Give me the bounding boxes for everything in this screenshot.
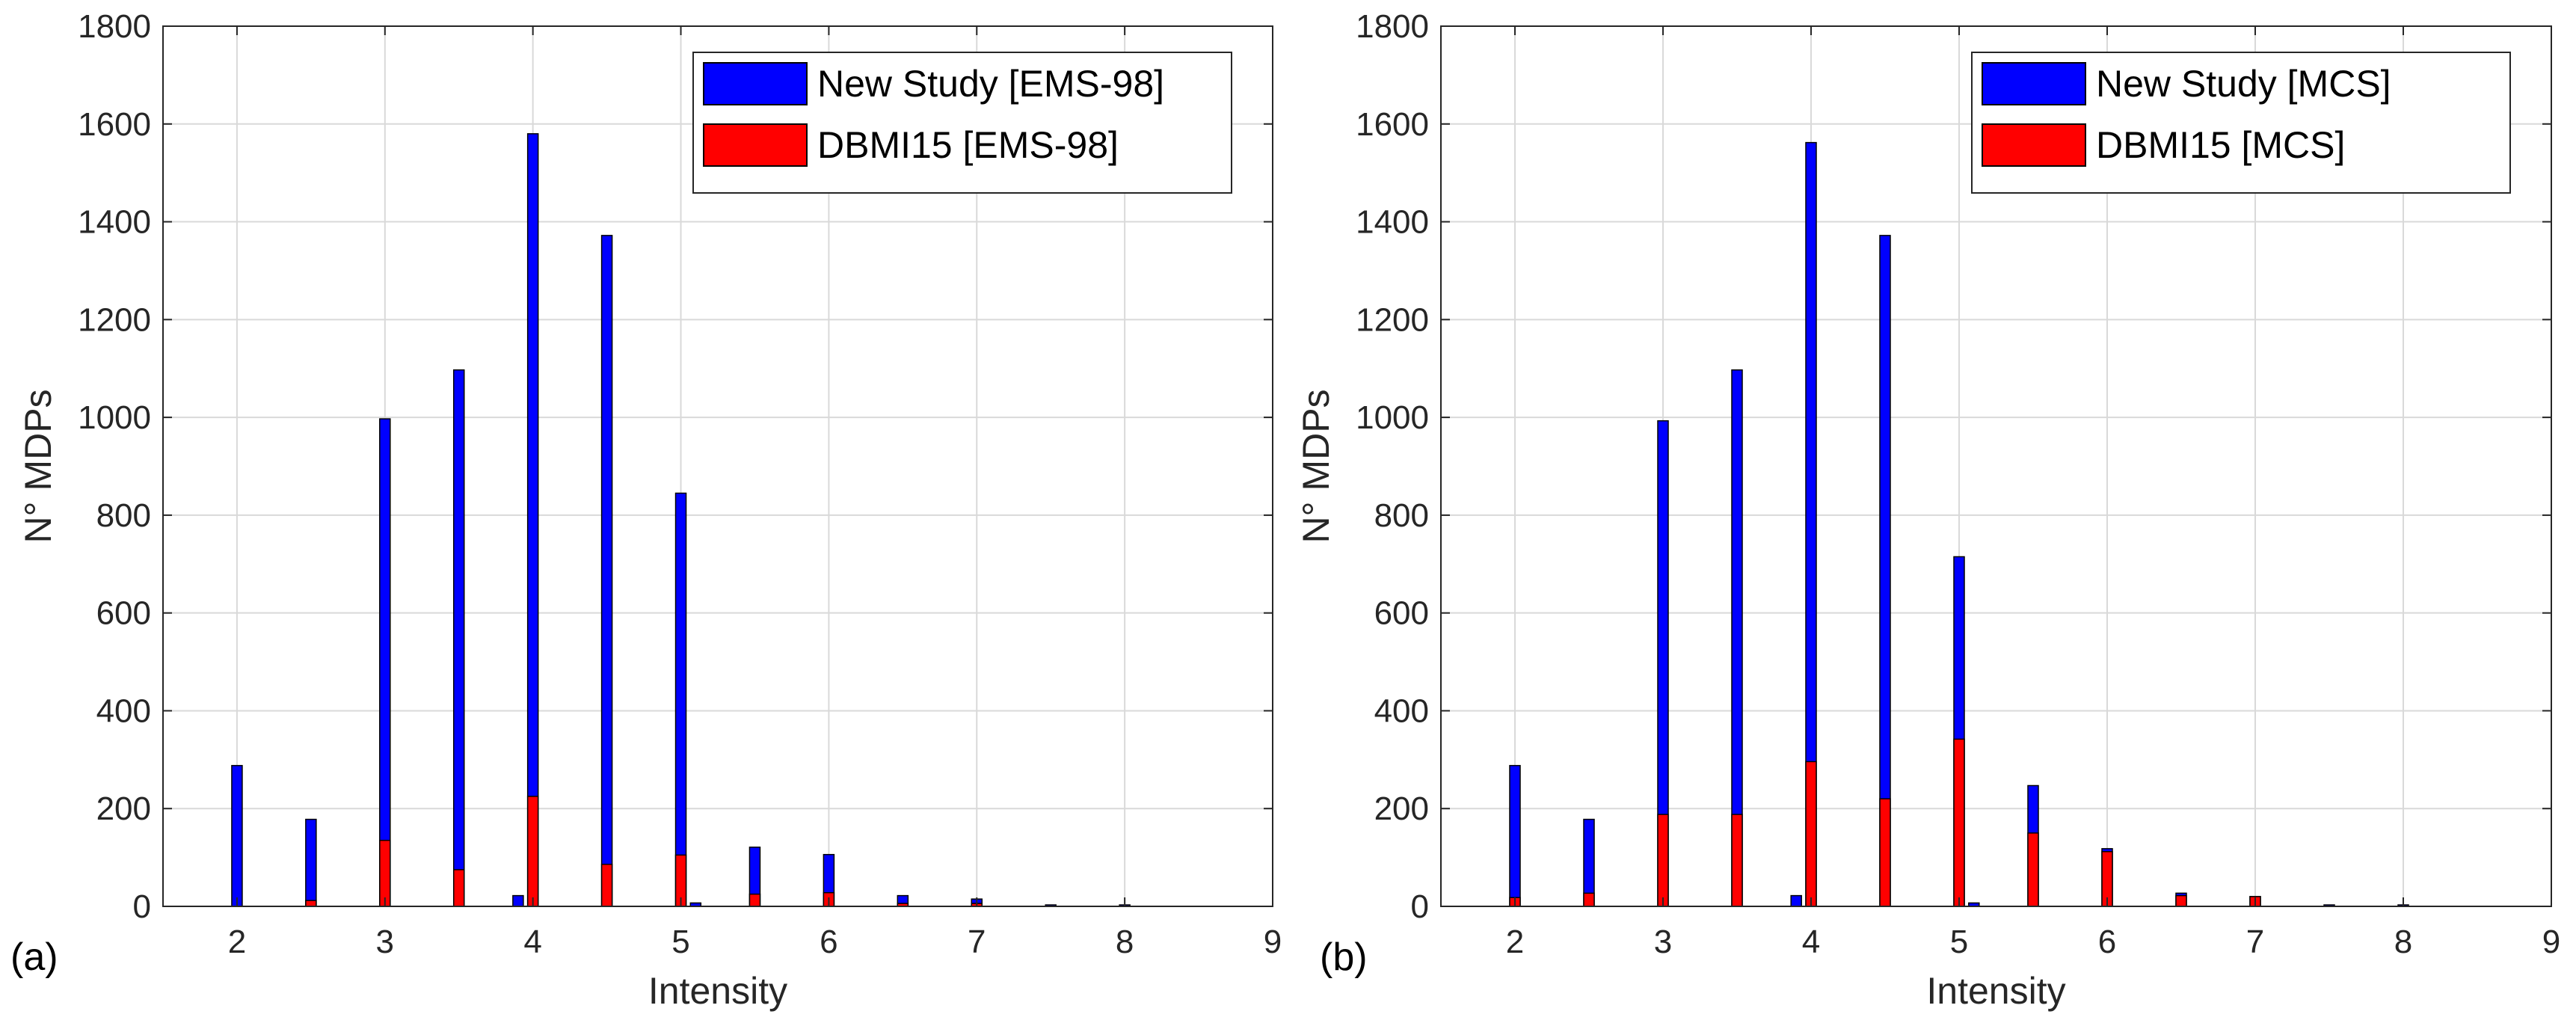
bar-dbmi15 bbox=[1953, 738, 1965, 907]
bar-dbmi15 bbox=[2027, 832, 2039, 907]
bar-new-study-extra bbox=[1790, 894, 1802, 907]
bar-dbmi15 bbox=[452, 869, 465, 907]
y-tick-label: 200 bbox=[96, 790, 151, 827]
y-tick-label: 1400 bbox=[1356, 204, 1429, 241]
x-axis-label: Intensity bbox=[648, 970, 787, 1012]
y-tick-label: 1600 bbox=[1356, 106, 1429, 143]
x-tick-label: 5 bbox=[1950, 924, 1968, 960]
bar-new-study bbox=[379, 418, 391, 907]
x-tick-label: 3 bbox=[376, 924, 394, 960]
bar-dbmi15 bbox=[1879, 798, 1891, 907]
x-tick-label: 4 bbox=[523, 924, 541, 960]
y-tick-label: 1000 bbox=[1356, 399, 1429, 436]
axes-box bbox=[1440, 25, 2552, 907]
legend-label-new-study: New Study [EMS-98] bbox=[817, 63, 1164, 105]
panel-label-b: (b) bbox=[1320, 936, 1368, 979]
legend-label-new-study: New Study [MCS] bbox=[2096, 63, 2391, 105]
y-tick-label: 600 bbox=[96, 595, 151, 632]
bar-new-study-extra bbox=[512, 894, 524, 907]
bar-new-study bbox=[452, 369, 465, 907]
bar-dbmi15 bbox=[1805, 761, 1817, 907]
bar-dbmi15 bbox=[600, 864, 613, 907]
y-tick-label: 600 bbox=[1374, 595, 1429, 632]
y-axis-label: N° MDPs bbox=[17, 389, 59, 543]
legend-swatch-dbmi15 bbox=[1982, 123, 2086, 167]
legend: New Study [EMS-98] DBMI15 [EMS-98] bbox=[692, 52, 1232, 194]
y-tick-label: 1200 bbox=[1356, 301, 1429, 338]
bar-dbmi15 bbox=[526, 796, 539, 907]
x-tick-label: 9 bbox=[2542, 924, 2560, 960]
y-tick-label: 400 bbox=[1374, 692, 1429, 729]
bar-dbmi15 bbox=[748, 893, 761, 907]
y-tick-label: 1200 bbox=[78, 301, 151, 338]
bar-new-study bbox=[526, 133, 539, 907]
legend: New Study [MCS] DBMI15 [MCS] bbox=[1971, 52, 2511, 194]
bar-new-study bbox=[231, 764, 243, 907]
y-tick-label: 1400 bbox=[78, 204, 151, 241]
legend-label-dbmi15: DBMI15 [MCS] bbox=[2096, 124, 2345, 166]
y-tick-label: 1800 bbox=[1356, 8, 1429, 45]
x-tick-label: 2 bbox=[1506, 924, 1524, 960]
x-axis-label: Intensity bbox=[1926, 970, 2065, 1012]
y-tick-label: 1000 bbox=[78, 399, 151, 436]
bar-dbmi15 bbox=[1583, 892, 1595, 907]
x-tick-label: 6 bbox=[820, 924, 837, 960]
x-tick-label: 2 bbox=[228, 924, 246, 960]
y-tick-label: 200 bbox=[1374, 790, 1429, 827]
y-tick-label: 0 bbox=[133, 888, 151, 925]
bar-dbmi15 bbox=[1657, 814, 1669, 907]
x-tick-label: 4 bbox=[1802, 924, 1820, 960]
legend-swatch-new-study bbox=[703, 62, 808, 105]
bar-dbmi15 bbox=[305, 900, 317, 907]
x-tick-label: 7 bbox=[968, 924, 986, 960]
x-tick-label: 9 bbox=[1264, 924, 1282, 960]
bar-new-study bbox=[1509, 764, 1521, 907]
panel-label-a: (a) bbox=[10, 936, 58, 979]
y-tick-label: 400 bbox=[96, 692, 151, 729]
x-tick-label: 8 bbox=[1116, 924, 1134, 960]
chart-panel-b: 2 3 4 5 6 7 8 9 0 200 400 600 800 1000 1200 1400 1600 180… bbox=[1295, 8, 2560, 1012]
bar-new-study bbox=[674, 492, 687, 907]
y-tick-label: 800 bbox=[96, 497, 151, 534]
x-tick-label: 7 bbox=[2246, 924, 2264, 960]
bar-dbmi15 bbox=[2175, 894, 2187, 907]
y-tick-label: 0 bbox=[1411, 888, 1429, 925]
bar-new-study bbox=[305, 818, 317, 907]
x-tick-label: 6 bbox=[2098, 924, 2116, 960]
legend-label-dbmi15: DBMI15 [EMS-98] bbox=[817, 124, 1119, 166]
x-tick-label: 5 bbox=[671, 924, 689, 960]
x-tick-label: 8 bbox=[2394, 924, 2412, 960]
legend-swatch-new-study bbox=[1982, 62, 2086, 105]
bar-dbmi15 bbox=[1731, 814, 1743, 907]
bar-new-study bbox=[600, 235, 613, 907]
y-tick-label: 1800 bbox=[78, 8, 151, 45]
chart-panel-a: 2 3 4 5 6 7 8 9 0 200 400 600 800 1000 1200 1400 1600 180… bbox=[17, 8, 1282, 1012]
y-axis-label: N° MDPs bbox=[1295, 389, 1337, 543]
legend-swatch-dbmi15 bbox=[703, 123, 808, 167]
bar-dbmi15 bbox=[379, 839, 391, 907]
y-tick-label: 1600 bbox=[78, 106, 151, 143]
axes-box bbox=[162, 25, 1273, 907]
y-tick-label: 800 bbox=[1374, 497, 1429, 534]
x-tick-label: 3 bbox=[1654, 924, 1672, 960]
